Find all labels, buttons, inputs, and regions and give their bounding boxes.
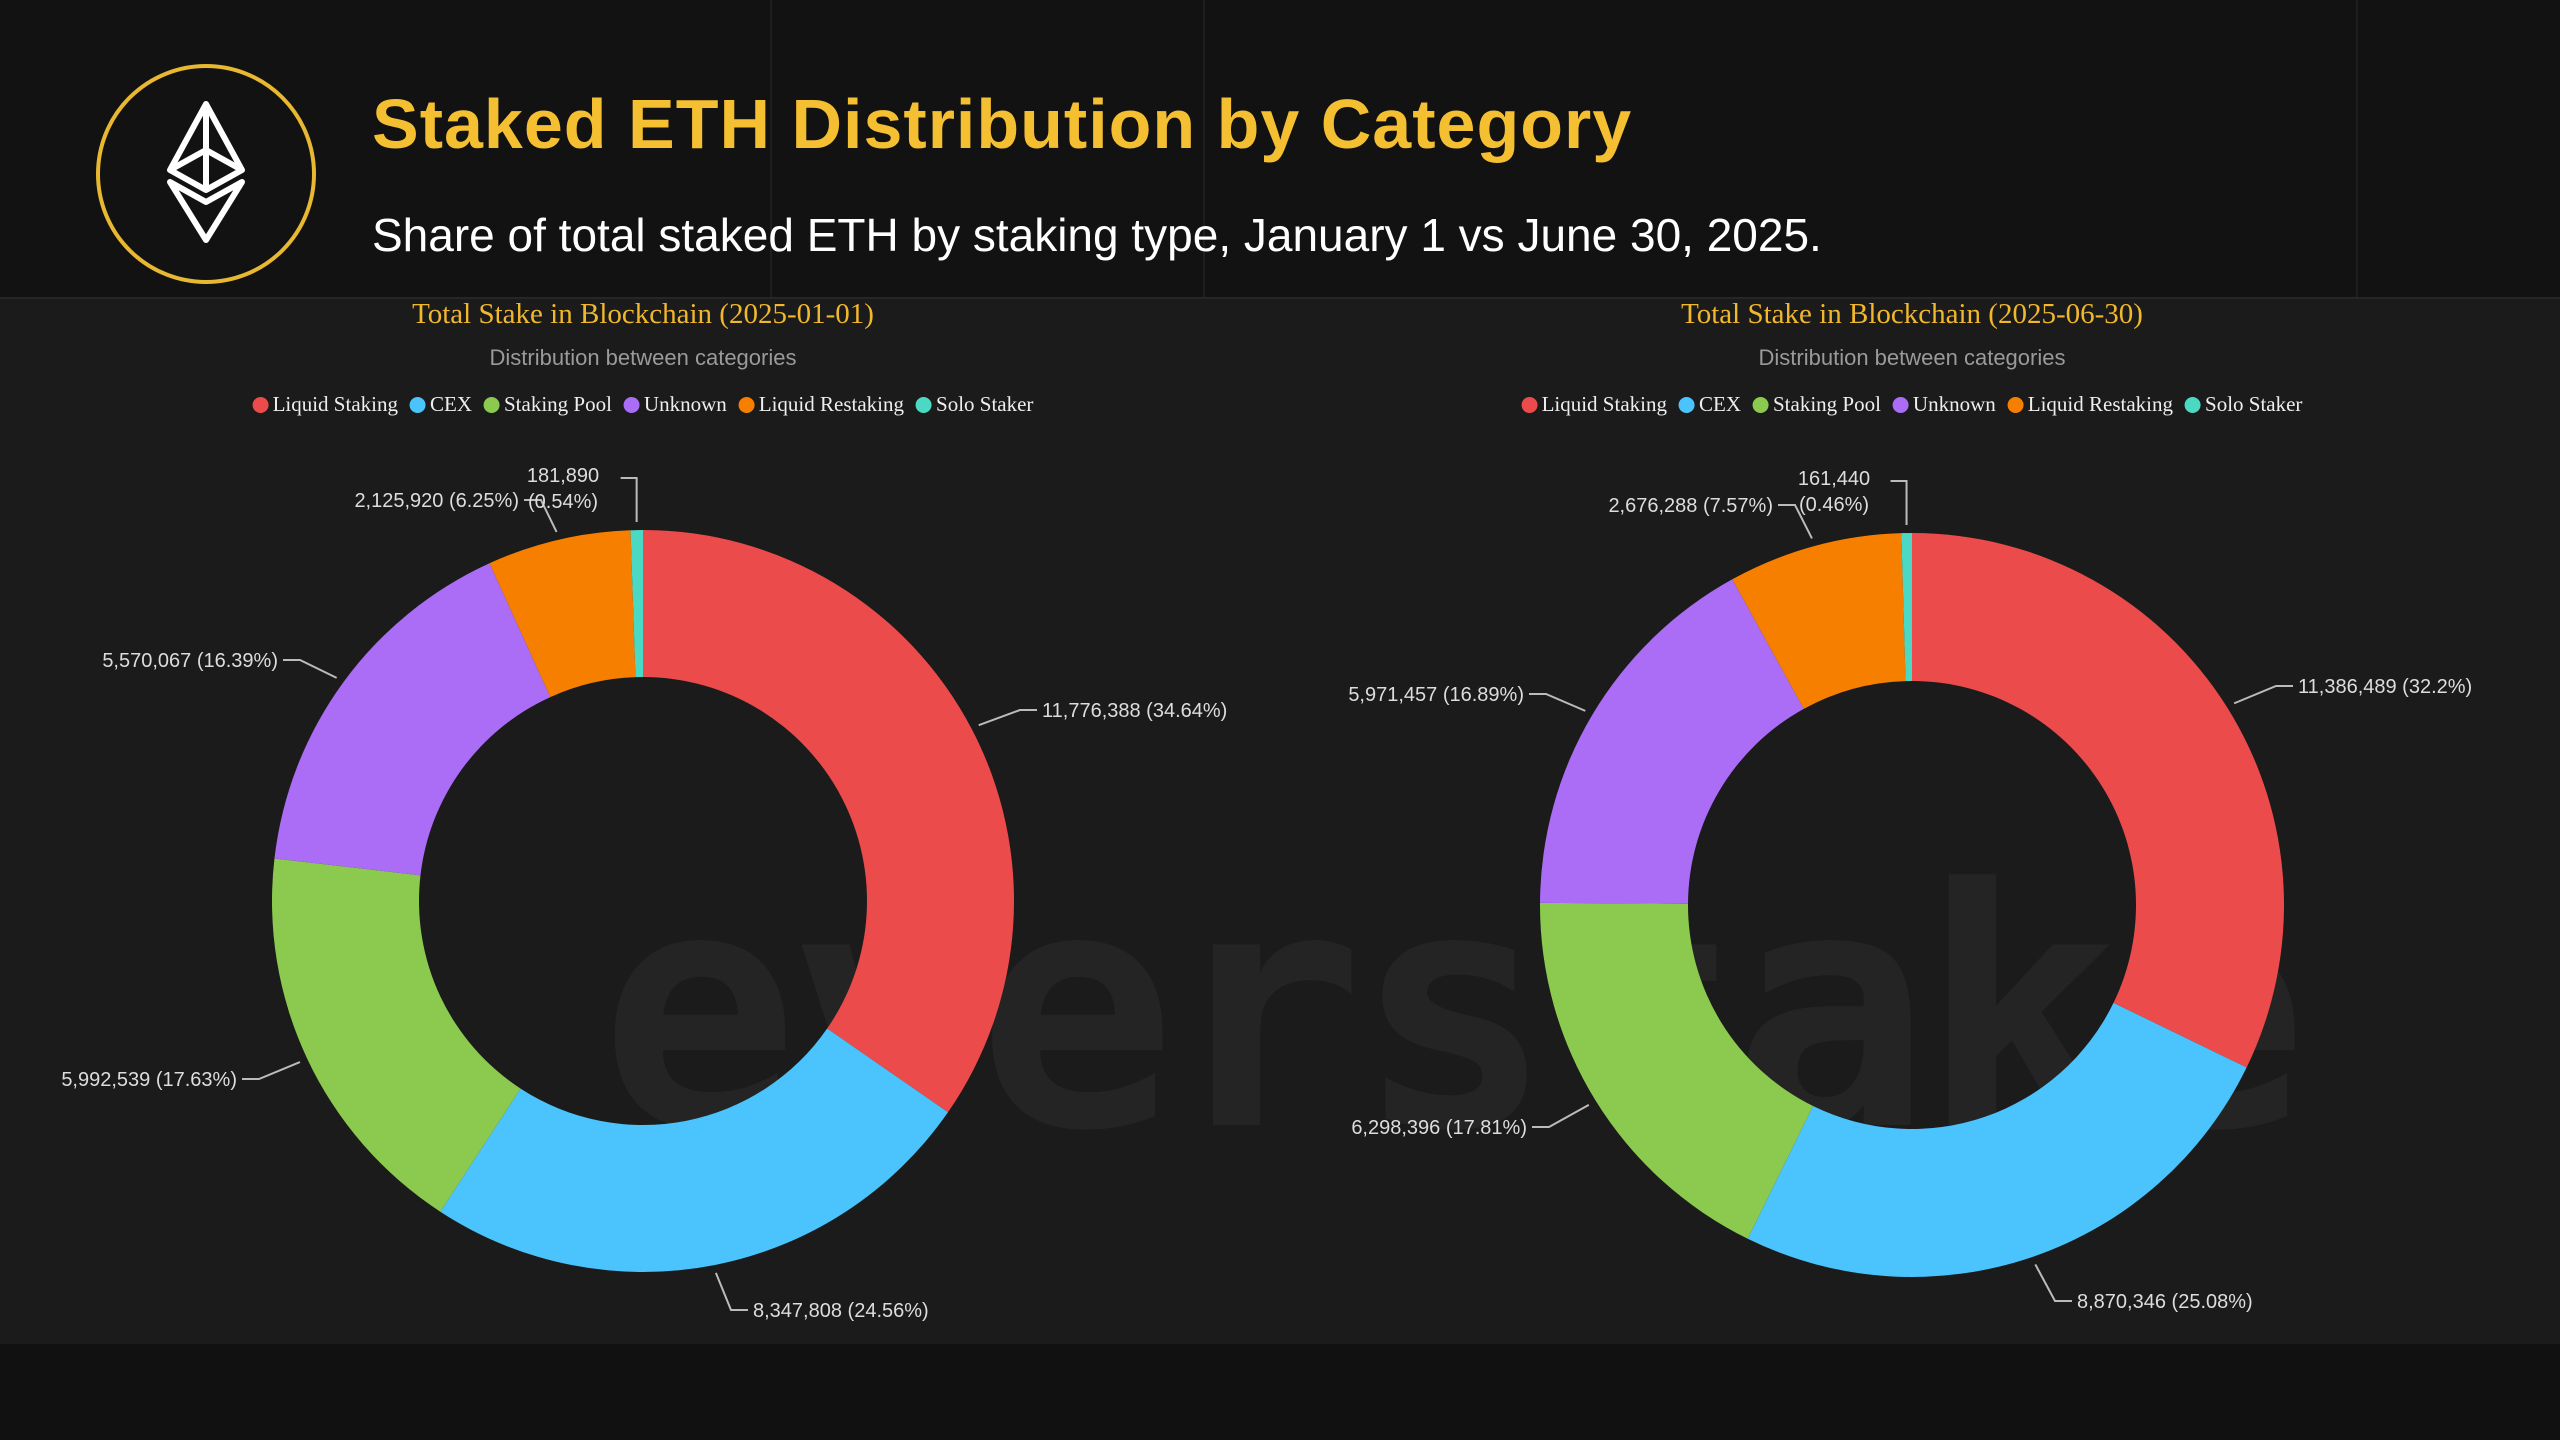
- legend-marker: [252, 396, 269, 413]
- legend-label: Liquid Restaking: [2027, 392, 2174, 416]
- data-label-liquid-restaking: 2,676,288 (7.57%): [1608, 495, 1773, 517]
- legend-label: Liquid Staking: [1541, 392, 1667, 416]
- data-label-liquid-staking: 11,386,489 (32.2%): [2298, 676, 2472, 698]
- legend-label: Solo Staker: [2205, 392, 2303, 416]
- grid-line: [1203, 0, 1205, 297]
- slice-liquid-staking[interactable]: [1912, 533, 2284, 1068]
- data-label-solo-staker: 181,890 (0.54%): [527, 465, 599, 513]
- leader-line: [714, 1272, 748, 1311]
- chart-subtitle-right: Distribution between categories: [1758, 345, 2066, 370]
- leader-line: [1532, 1103, 1590, 1128]
- data-label-liquid-staking: 11,776,388 (34.64%): [1042, 700, 1227, 722]
- legend-marker: [483, 396, 500, 413]
- legend-item-staking-pool[interactable]: Staking Pool: [1752, 392, 1881, 417]
- data-label-unknown: 5,570,067 (16.39%): [102, 650, 278, 672]
- slice-liquid-restaking[interactable]: [489, 530, 636, 698]
- page-title: Staked ETH Distribution by Category: [372, 85, 1633, 163]
- data-label-cex: 8,870,346 (25.08%): [2077, 1291, 2253, 1313]
- legend-label: CEX: [429, 392, 472, 416]
- data-label-staking-pool: 6,298,396 (17.81%): [1351, 1117, 1527, 1139]
- leader-line: [2034, 1263, 2072, 1302]
- legend-marker: [1521, 396, 1538, 413]
- legend-item-liquid-restaking[interactable]: Liquid Restaking: [738, 392, 905, 417]
- chart-title-right: Total Stake in Blockchain (2025-06-30): [1681, 298, 2143, 330]
- leader-line: [1778, 504, 1813, 539]
- data-label-staking-pool: 5,992,539 (17.63%): [61, 1069, 237, 1091]
- legend-label: Staking Pool: [503, 392, 612, 416]
- legend-item-liquid-staking[interactable]: Liquid Staking: [252, 392, 398, 417]
- legend-item-unknown[interactable]: Unknown: [1892, 392, 1996, 417]
- slice-unknown[interactable]: [274, 563, 551, 876]
- data-label-unknown: 5,971,457 (16.89%): [1348, 684, 1524, 706]
- legend-label: Liquid Staking: [272, 392, 398, 416]
- page-subtitle: Share of total staked ETH by staking typ…: [372, 209, 1822, 261]
- chart-subtitle-left: Distribution between categories: [489, 345, 797, 370]
- leader-line: [978, 709, 1037, 727]
- slice-unknown[interactable]: [1540, 579, 1804, 904]
- leader-line: [2233, 685, 2293, 705]
- legend-marker: [1892, 396, 1909, 413]
- leader-line: [1529, 693, 1586, 712]
- legend-item-liquid-restaking[interactable]: Liquid Restaking: [2007, 392, 2174, 417]
- legend-label: Staking Pool: [1772, 392, 1881, 416]
- slice-staking-pool[interactable]: [1540, 902, 1814, 1239]
- legend-marker: [738, 396, 755, 413]
- grid-line: [2356, 0, 2358, 297]
- legend-label: CEX: [1698, 392, 1741, 416]
- legend-item-cex[interactable]: CEX: [1678, 392, 1741, 417]
- slice-liquid-restaking[interactable]: [1732, 533, 1906, 709]
- legend-item-cex[interactable]: CEX: [409, 392, 472, 417]
- leader-line: [242, 1061, 301, 1080]
- legend-marker: [409, 396, 426, 413]
- legend-label: Unknown: [643, 392, 727, 416]
- legend-label: Liquid Restaking: [758, 392, 905, 416]
- data-label-cex: 8,347,808 (24.56%): [753, 1300, 929, 1322]
- header: Staked ETH Distribution by Category Shar…: [0, 0, 2560, 299]
- data-label-liquid-restaking: 2,125,920 (6.25%): [354, 490, 519, 512]
- legend-label: Unknown: [1912, 392, 1996, 416]
- slice-cex[interactable]: [1747, 1002, 2247, 1277]
- legend-item-solo-staker[interactable]: Solo Staker: [2185, 392, 2302, 417]
- leader-line: [283, 659, 338, 679]
- legend-label: Solo Staker: [936, 392, 1034, 416]
- slice-liquid-staking[interactable]: [643, 530, 1014, 1113]
- grid-line: [770, 0, 772, 297]
- chart-title-left: Total Stake in Blockchain (2025-01-01): [412, 298, 874, 330]
- legend-item-liquid-staking[interactable]: Liquid Staking: [1521, 392, 1667, 417]
- leader-line: [1890, 480, 1908, 526]
- legend-item-unknown[interactable]: Unknown: [623, 392, 727, 417]
- legend-marker: [2185, 396, 2202, 413]
- legend-item-solo-staker[interactable]: Solo Staker: [916, 392, 1033, 417]
- slice-cex[interactable]: [440, 1028, 948, 1273]
- slice-staking-pool[interactable]: [272, 858, 521, 1212]
- legend-marker: [623, 396, 640, 413]
- slice-solo-staker[interactable]: [1901, 533, 1912, 682]
- chart-legend-left: Liquid Staking CEX Staking Pool Unknown Liqu…: [252, 392, 1033, 417]
- slice-solo-staker[interactable]: [630, 530, 643, 678]
- data-label-solo-staker: 161,440 (0.46%): [1798, 468, 1870, 516]
- legend-item-staking-pool[interactable]: Staking Pool: [483, 392, 612, 417]
- chart-legend-right: Liquid Staking CEX Staking Pool Unknown Liqu…: [1521, 392, 2302, 417]
- legend-marker: [2007, 396, 2024, 413]
- leader-line: [620, 477, 638, 523]
- legend-marker: [1678, 396, 1695, 413]
- ethereum-icon: [96, 64, 316, 284]
- legend-marker: [916, 396, 933, 413]
- legend-marker: [1752, 396, 1769, 413]
- leader-line: [524, 499, 558, 533]
